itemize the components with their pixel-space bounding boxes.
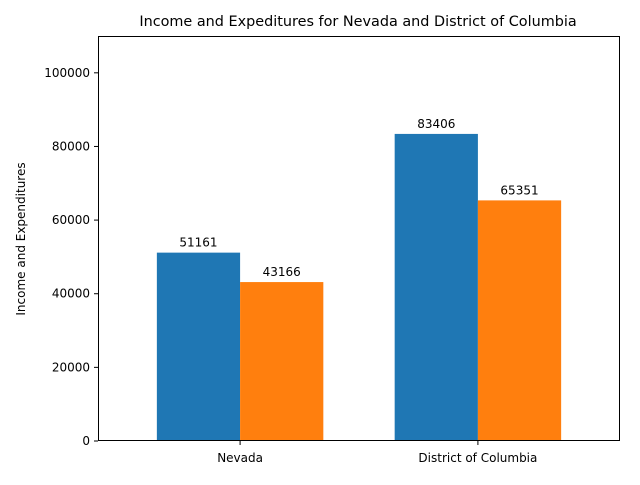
y-axis-ticks: 0 20000 40000 60000 80000 100000	[44, 66, 98, 448]
y-axis-label: Income and Expenditures	[14, 162, 28, 315]
y-tick-label: 60000	[52, 213, 90, 227]
data-labels-layer: 51161 83406 43166 65351	[179, 117, 538, 279]
y-tick-label: 20000	[52, 360, 90, 374]
data-label: 65351	[500, 183, 538, 197]
data-label: 51161	[179, 236, 217, 250]
bar-series2-nevada	[240, 282, 324, 441]
x-tick-label: District of Columbia	[418, 451, 537, 465]
x-tick-label: Nevada	[217, 451, 263, 465]
bar-series1-nevada	[156, 252, 241, 441]
y-tick-label: 0	[82, 434, 90, 448]
chart-title: Income and Expeditures for Nevada and Di…	[139, 14, 576, 30]
bar-series2-district-of-columbia	[477, 200, 562, 441]
bars-layer	[156, 133, 562, 441]
y-tick-label: 80000	[52, 139, 90, 153]
plot-area-frame	[98, 36, 620, 441]
y-tick-label: 100000	[44, 66, 90, 80]
bar-series1-district-of-columbia	[394, 133, 478, 441]
data-label: 83406	[417, 117, 455, 131]
data-label: 43166	[263, 265, 301, 279]
y-tick-label: 40000	[52, 287, 90, 301]
x-axis-ticks: Nevada District of Columbia	[217, 441, 537, 465]
